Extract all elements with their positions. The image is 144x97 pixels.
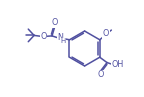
Text: N: N	[57, 33, 63, 42]
Text: O: O	[40, 32, 47, 41]
Text: H: H	[60, 38, 65, 44]
Text: O: O	[52, 18, 58, 27]
Text: OH: OH	[112, 61, 124, 69]
Text: O: O	[97, 70, 103, 79]
Text: O: O	[103, 29, 109, 38]
